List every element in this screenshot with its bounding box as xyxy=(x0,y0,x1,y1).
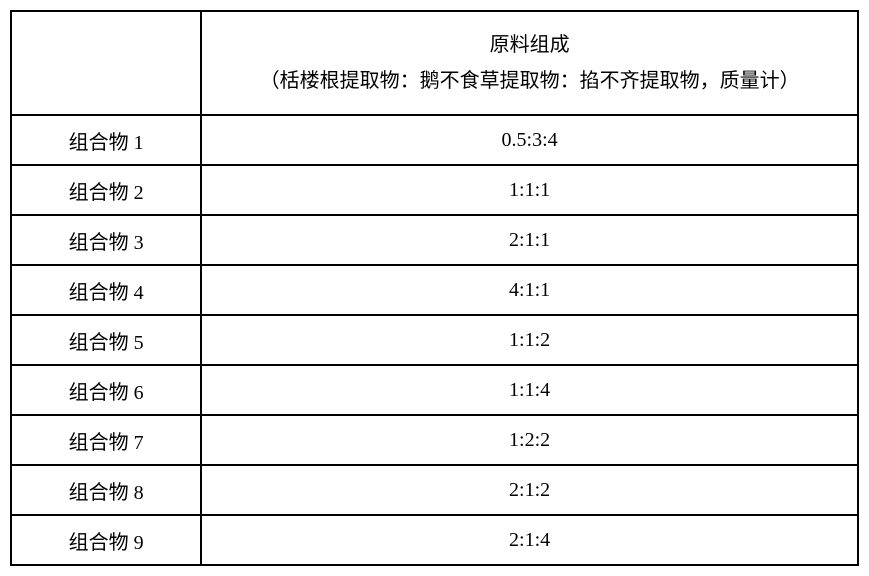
row-label: 组合物 8 xyxy=(11,465,201,515)
row-value: 2:1:2 xyxy=(201,465,858,515)
header-title-line2: （栝楼根提取物：鹅不食草提取物：掐不齐提取物，质量计） xyxy=(260,70,800,92)
table-row: 组合物 1 0.5:3:4 xyxy=(11,115,858,165)
row-label: 组合物 1 xyxy=(11,115,201,165)
table-row: 组合物 3 2:1:1 xyxy=(11,215,858,265)
header-title-line1: 原料组成 xyxy=(490,34,570,56)
row-value: 1:2:2 xyxy=(201,415,858,465)
row-label: 组合物 3 xyxy=(11,215,201,265)
row-label: 组合物 5 xyxy=(11,315,201,365)
row-label: 组合物 9 xyxy=(11,515,201,565)
row-value: 1:1:4 xyxy=(201,365,858,415)
row-label: 组合物 6 xyxy=(11,365,201,415)
table-header-row: 原料组成 （栝楼根提取物：鹅不食草提取物：掐不齐提取物，质量计） xyxy=(11,11,858,115)
row-label: 组合物 4 xyxy=(11,265,201,315)
row-value: 1:1:1 xyxy=(201,165,858,215)
table-row: 组合物 5 1:1:2 xyxy=(11,315,858,365)
header-title-cell: 原料组成 （栝楼根提取物：鹅不食草提取物：掐不齐提取物，质量计） xyxy=(201,11,858,115)
header-empty-cell xyxy=(11,11,201,115)
table-row: 组合物 4 4:1:1 xyxy=(11,265,858,315)
table-row: 组合物 8 2:1:2 xyxy=(11,465,858,515)
table-row: 组合物 6 1:1:4 xyxy=(11,365,858,415)
row-label: 组合物 2 xyxy=(11,165,201,215)
row-value: 4:1:1 xyxy=(201,265,858,315)
table-row: 组合物 2 1:1:1 xyxy=(11,165,858,215)
row-value: 2:1:1 xyxy=(201,215,858,265)
composition-table: 原料组成 （栝楼根提取物：鹅不食草提取物：掐不齐提取物，质量计） 组合物 1 0… xyxy=(10,10,859,566)
row-label: 组合物 7 xyxy=(11,415,201,465)
row-value: 0.5:3:4 xyxy=(201,115,858,165)
row-value: 1:1:2 xyxy=(201,315,858,365)
table-row: 组合物 9 2:1:4 xyxy=(11,515,858,565)
table-row: 组合物 7 1:2:2 xyxy=(11,415,858,465)
row-value: 2:1:4 xyxy=(201,515,858,565)
